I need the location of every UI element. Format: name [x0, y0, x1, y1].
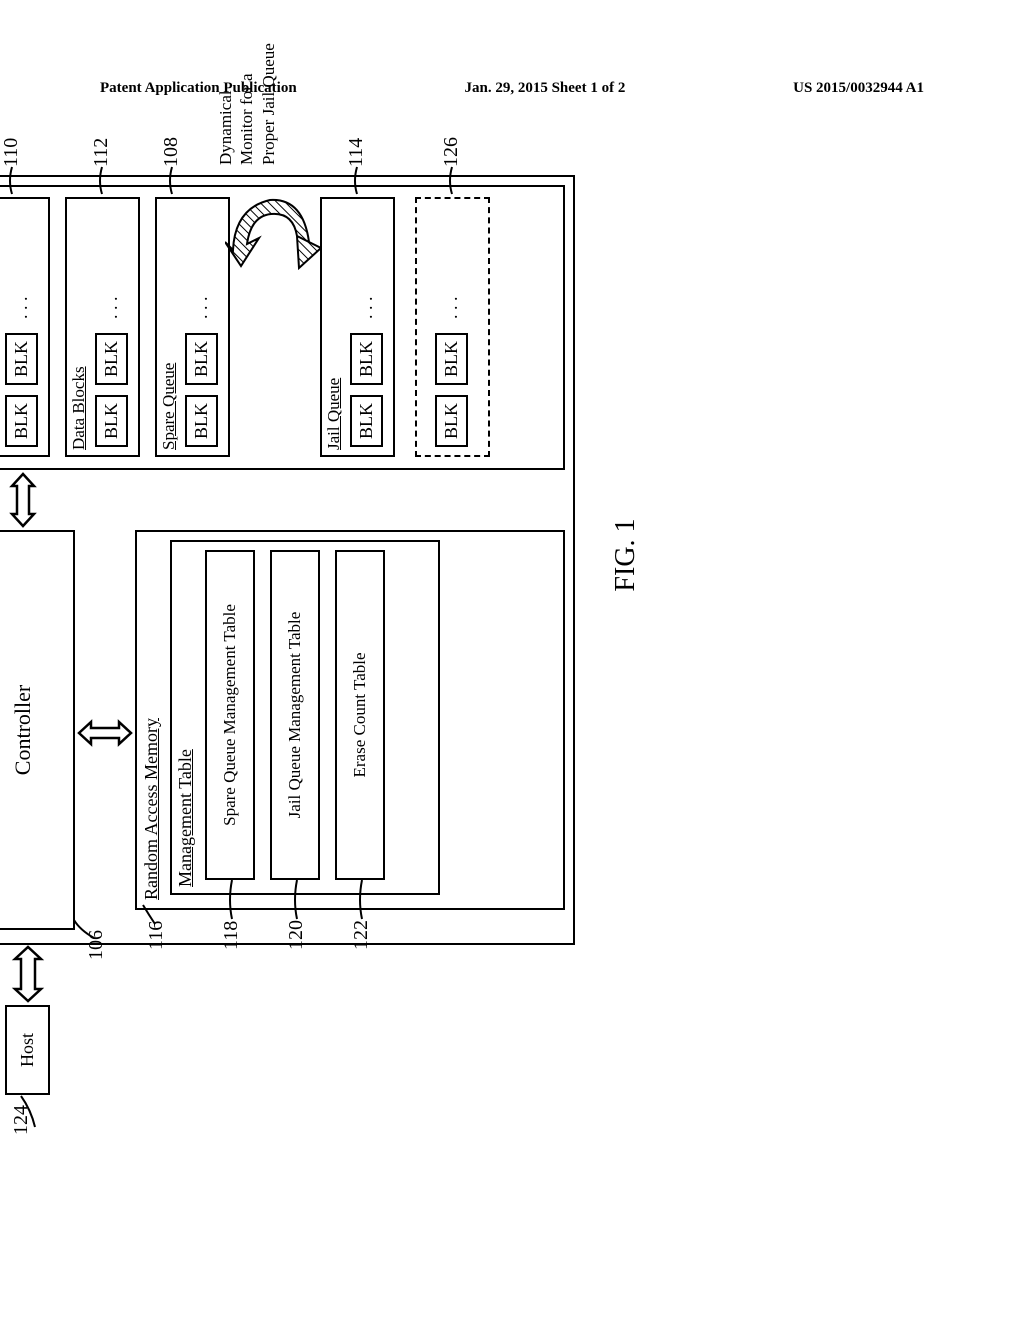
erase-count-box: Erase Count Table [335, 550, 385, 880]
dots: . . . [441, 297, 461, 320]
ref-112: 112 [90, 138, 113, 167]
blk: BLK [435, 333, 468, 385]
arrow-controller-flash [6, 472, 40, 528]
page-header: Patent Application Publication Jan. 29, … [0, 80, 1024, 97]
jail-mgmt-box: Jail Queue Management Table [270, 550, 320, 880]
ref-108-leader [165, 165, 179, 195]
spare-queue-label: Spare Queue [159, 363, 179, 450]
controller-label: Controller [10, 685, 36, 775]
ref-122-leader [355, 878, 369, 920]
ref-126: 126 [440, 137, 463, 167]
blk: BLK [185, 333, 218, 385]
ref-114: 114 [345, 138, 368, 167]
arrow-controller-ram [77, 716, 133, 750]
dots: . . . [101, 297, 121, 320]
ram-label: Random Access Memory [141, 718, 162, 900]
erase-count-label: Erase Count Table [350, 652, 370, 777]
ref-110: 110 [0, 138, 23, 167]
dots: . . . [356, 297, 376, 320]
jail-queue-label: Jail Queue [324, 378, 344, 450]
dashed-row: BLK BLK . . . [435, 297, 468, 448]
ref-118: 118 [220, 921, 243, 950]
header-right: US 2015/0032944 A1 [793, 80, 924, 97]
blk: BLK [435, 395, 468, 447]
spare-queue-row: BLK BLK . . . [185, 297, 218, 448]
ref-122: 122 [350, 920, 373, 950]
hatched-curved-arrow [225, 160, 320, 270]
blk: BLK [350, 395, 383, 447]
arrow-host-controller [9, 945, 47, 1003]
mgmt-table-label: Management Table [175, 749, 196, 887]
ref-108: 108 [160, 137, 183, 167]
dots: . . . [191, 297, 211, 320]
jail-queue-row: BLK BLK . . . [350, 297, 383, 448]
figure-caption: FIG. 1 [610, 475, 642, 635]
ref-110-leader [5, 165, 19, 195]
spare-mgmt-box: Spare Queue Management Table [205, 550, 255, 880]
ref-120-leader [290, 878, 304, 920]
data-blocks-row: BLK BLK . . . [95, 297, 128, 448]
jail-mgmt-label: Jail Queue Management Table [285, 612, 305, 819]
controller-box: Controller [0, 530, 75, 930]
blk: BLK [185, 395, 218, 447]
blk: BLK [5, 395, 38, 447]
ref-112-leader [95, 165, 109, 195]
ref-118-leader [225, 878, 239, 920]
spare-mgmt-label: Spare Queue Management Table [220, 604, 240, 826]
ref-106-leader [72, 915, 97, 940]
system-blocks-row: BLK BLK . . . [5, 297, 38, 448]
blk: BLK [95, 395, 128, 447]
blk: BLK [5, 333, 38, 385]
ref-116-leader [141, 903, 159, 925]
header-center: Jan. 29, 2015 Sheet 1 of 2 [464, 80, 625, 97]
host-label: Host [17, 1033, 38, 1067]
ref-126-leader [445, 165, 459, 195]
blk: BLK [350, 333, 383, 385]
diagram: Host 124 Data Storage Device 102 Control… [15, 255, 965, 1015]
dots: . . . [11, 297, 31, 320]
monitor-note: Dynamical Monitor for a Proper Jail Queu… [215, 35, 279, 165]
host-box: Host [5, 1005, 50, 1095]
blk: BLK [95, 333, 128, 385]
ref-114-leader [350, 165, 364, 195]
data-blocks-label: Data Blocks [69, 366, 89, 450]
ref-116: 116 [145, 921, 168, 950]
ref-120: 120 [285, 920, 308, 950]
ref-124-leader [19, 1093, 37, 1128]
